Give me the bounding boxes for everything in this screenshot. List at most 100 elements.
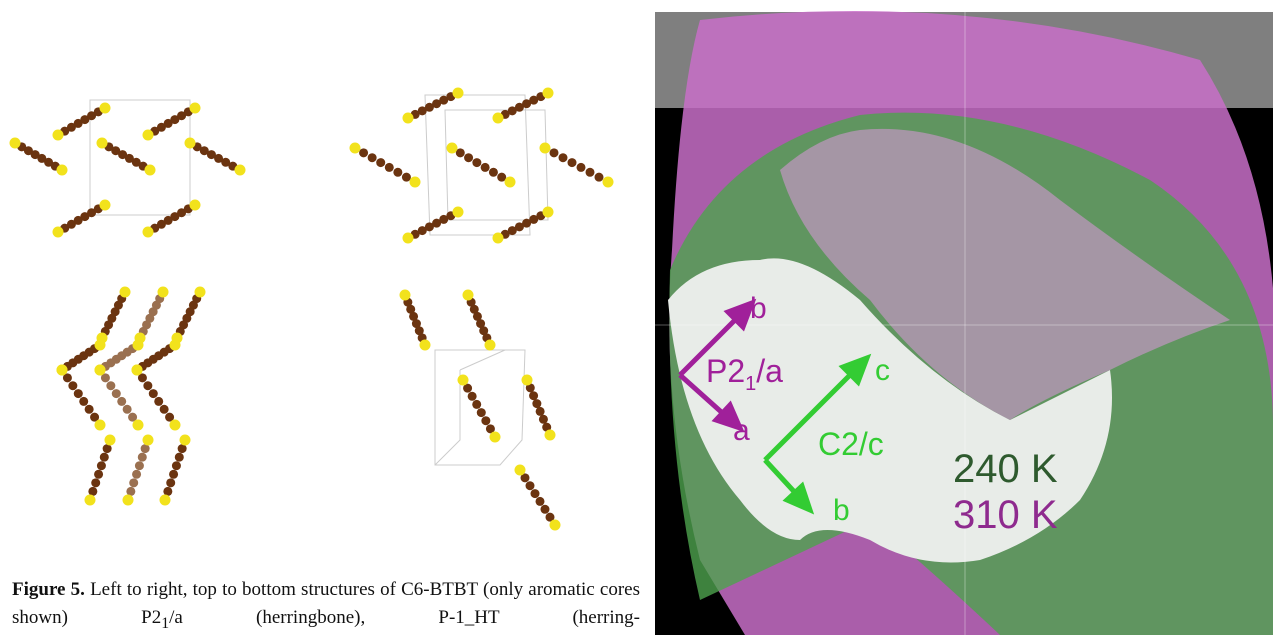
atom xyxy=(536,407,545,416)
atom xyxy=(100,200,111,211)
atom xyxy=(95,420,106,431)
atom xyxy=(145,165,156,176)
figure-label: Figure 5. xyxy=(12,579,85,600)
atom xyxy=(149,389,158,398)
atom xyxy=(190,200,201,211)
atom xyxy=(464,153,473,162)
atom xyxy=(539,415,548,424)
atom xyxy=(143,381,152,390)
atom xyxy=(123,495,134,506)
atom xyxy=(543,88,554,99)
atom xyxy=(359,148,368,157)
atom xyxy=(550,148,559,157)
atom xyxy=(603,177,614,188)
atom xyxy=(160,495,171,506)
micrograph: b P21/a a c C2/c b 240 K 310 K xyxy=(655,11,1273,635)
atom xyxy=(402,173,411,182)
space-group: C2/c xyxy=(818,426,884,462)
atom xyxy=(595,173,604,182)
axis-label: c xyxy=(875,354,890,387)
atom xyxy=(543,207,554,218)
atom xyxy=(91,478,100,487)
atom xyxy=(190,103,201,114)
atom xyxy=(235,165,246,176)
atom xyxy=(106,381,115,390)
caption: Figure 5. Left to right, top to bottom s… xyxy=(12,576,640,638)
space-group: P21/a xyxy=(706,353,783,395)
atom xyxy=(170,340,181,351)
atom xyxy=(57,165,68,176)
atom xyxy=(172,461,181,470)
atom xyxy=(472,400,481,409)
atom xyxy=(170,420,181,431)
atom xyxy=(97,461,106,470)
atom xyxy=(53,227,64,238)
page: b P21/a a c C2/c b 240 K 310 K Figure 5.… xyxy=(0,0,1273,635)
atom xyxy=(468,392,477,401)
atom xyxy=(403,233,414,244)
atom xyxy=(485,340,496,351)
atom xyxy=(393,168,402,177)
atom xyxy=(143,435,154,446)
atom xyxy=(133,420,144,431)
atom xyxy=(74,389,83,398)
atom xyxy=(94,470,103,479)
atom xyxy=(403,113,414,124)
atom xyxy=(458,375,469,386)
atom xyxy=(481,416,490,425)
atom xyxy=(53,130,64,141)
atom xyxy=(97,138,108,149)
caption-text: /a (herringbone), P-1_HT (herring- xyxy=(169,607,640,628)
space-group-part: P2 xyxy=(706,353,745,389)
atom xyxy=(129,478,138,487)
atom xyxy=(95,340,106,351)
atom xyxy=(57,365,68,376)
space-group-part: /a xyxy=(756,353,783,389)
atom xyxy=(158,287,169,298)
atom xyxy=(195,287,206,298)
atom xyxy=(112,389,121,398)
atom xyxy=(169,470,178,479)
atom xyxy=(420,340,431,351)
atom xyxy=(143,130,154,141)
atom xyxy=(515,465,526,476)
atom xyxy=(143,227,154,238)
atom xyxy=(120,287,131,298)
atom xyxy=(453,207,464,218)
atom xyxy=(531,489,540,498)
atom xyxy=(154,397,163,406)
atom xyxy=(368,153,377,162)
atom xyxy=(550,520,561,531)
temperature: 240 K xyxy=(953,447,1058,491)
figure: b P21/a a c C2/c b 240 K 310 K xyxy=(0,0,1273,635)
atom xyxy=(85,405,94,414)
atom xyxy=(559,153,568,162)
crystal-structures xyxy=(10,88,614,531)
atom xyxy=(350,143,361,154)
atom xyxy=(400,290,411,301)
atom xyxy=(132,365,143,376)
atom xyxy=(175,453,184,462)
atom xyxy=(376,158,385,167)
atom xyxy=(185,138,196,149)
atom xyxy=(100,103,111,114)
atom xyxy=(100,453,109,462)
atom xyxy=(385,163,394,172)
atom xyxy=(540,143,551,154)
atom xyxy=(180,435,191,446)
atom xyxy=(586,168,595,177)
atom xyxy=(526,481,535,490)
atom xyxy=(132,470,141,479)
atom xyxy=(505,177,516,188)
atom xyxy=(522,375,533,386)
axis-label: b xyxy=(833,494,850,527)
atom xyxy=(85,495,96,506)
atom xyxy=(490,432,501,443)
atom xyxy=(568,158,577,167)
temperature: 310 K xyxy=(953,493,1058,537)
atom xyxy=(493,233,504,244)
atom xyxy=(133,340,144,351)
atom xyxy=(105,435,116,446)
atom xyxy=(529,391,538,400)
atom xyxy=(472,158,481,167)
